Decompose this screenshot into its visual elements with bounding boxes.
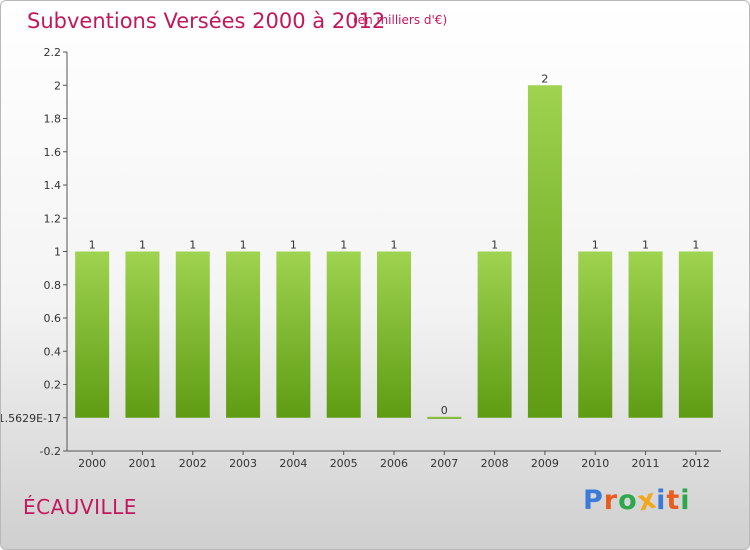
y-tick-label: 2.2 [44, 46, 62, 59]
logo-letter: i [680, 485, 691, 516]
y-tick-label: -1.5629E-17 [1, 412, 61, 425]
x-tick-label: 2004 [279, 457, 307, 470]
data-label-2003: 1 [240, 239, 247, 252]
data-label-2005: 1 [340, 239, 347, 252]
data-label-2002: 1 [189, 239, 196, 252]
y-tick-label: 1.6 [44, 146, 62, 159]
bar-2006[interactable] [377, 251, 411, 418]
x-tick-label: 2006 [380, 457, 408, 470]
bar-2002[interactable] [175, 251, 210, 418]
data-label-2001: 1 [139, 239, 146, 252]
y-tick-label: 1.4 [44, 179, 62, 192]
x-tick-label: 2001 [128, 457, 156, 470]
y-tick-label: 0.2 [44, 379, 62, 392]
bar-2010[interactable] [578, 251, 613, 418]
bar-2011[interactable] [628, 251, 663, 418]
data-label-2007: 0 [441, 404, 448, 417]
y-tick-label: -0.2 [40, 445, 61, 458]
x-tick-label: 2005 [330, 457, 358, 470]
data-label-2008: 1 [491, 239, 498, 252]
x-tick-label: 2012 [682, 457, 710, 470]
data-label-2012: 1 [692, 239, 699, 252]
data-label-2011: 1 [642, 239, 649, 252]
logo-letter: P [583, 485, 604, 516]
bar-2012[interactable] [678, 251, 713, 418]
x-tick-label: 2000 [78, 457, 106, 470]
data-label-2010: 1 [592, 239, 599, 252]
x-tick-label: 2008 [481, 457, 509, 470]
y-tick-label: 1.8 [44, 113, 62, 126]
y-tick-label: 2 [54, 79, 61, 92]
logo-letter: t [666, 485, 681, 516]
bar-2001[interactable] [125, 251, 160, 418]
data-label-2006: 1 [391, 239, 398, 252]
bar-2007[interactable] [427, 416, 462, 419]
logo-letter: i [656, 485, 667, 516]
data-label-2000: 1 [89, 239, 96, 252]
data-label-2009: 2 [541, 72, 548, 85]
bar-2009[interactable] [527, 85, 562, 418]
y-tick-label: 0.8 [44, 279, 62, 292]
chart-title: Subventions Versées 2000 à 2012 [27, 9, 386, 33]
x-tick-label: 2011 [632, 457, 660, 470]
x-tick-label: 2009 [531, 457, 559, 470]
chart-subtitle: (en milliers d'€) [353, 13, 448, 27]
bar-2008[interactable] [477, 251, 512, 418]
data-label-2004: 1 [290, 239, 297, 252]
logo-letter: r [603, 485, 619, 516]
y-tick-label: 1 [54, 246, 61, 259]
x-tick-label: 2007 [430, 457, 458, 470]
x-tick-label: 2010 [581, 457, 609, 470]
y-tick-label: 0.4 [44, 345, 62, 358]
bar-2004[interactable] [276, 251, 311, 418]
x-tick-label: 2002 [179, 457, 207, 470]
x-tick-label: 2003 [229, 457, 257, 470]
y-tick-label: 1.2 [44, 212, 62, 225]
bar-2005[interactable] [326, 251, 361, 418]
bar-2000[interactable] [75, 251, 110, 418]
logo-letter: o [618, 485, 638, 516]
bar-2003[interactable] [226, 251, 261, 418]
commune-name: ÉCAUVILLE [23, 495, 137, 519]
proxiti-logo[interactable]: Proxiti [583, 483, 691, 517]
y-tick-label: 0.6 [44, 312, 62, 325]
